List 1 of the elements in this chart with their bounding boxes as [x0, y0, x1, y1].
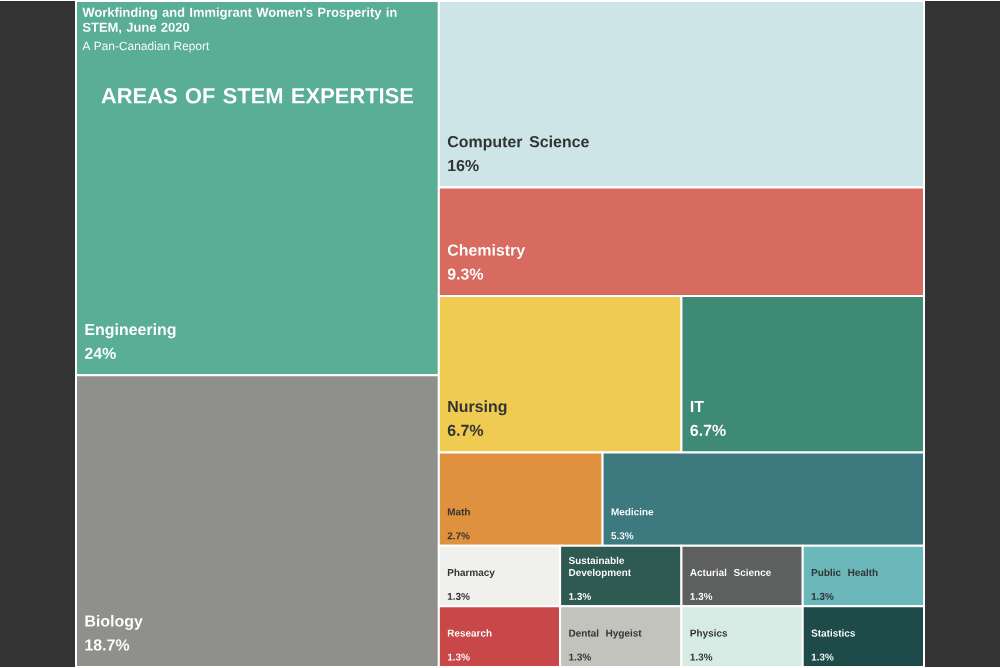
text: AREAS OF STEM EXPERTISE: [101, 88, 414, 104]
